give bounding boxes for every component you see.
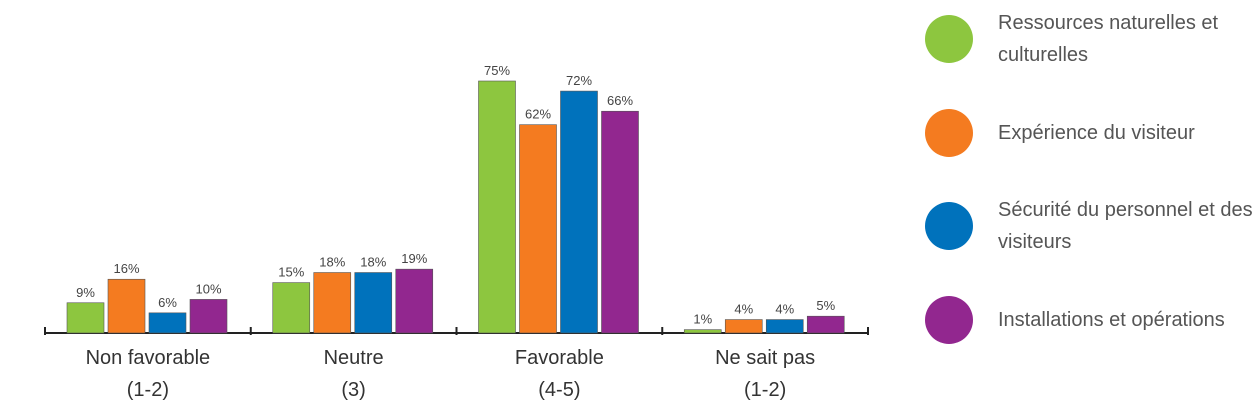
- bar: [272, 282, 311, 334]
- bar: [683, 329, 722, 334]
- bar: [313, 272, 352, 334]
- value-label: 18%: [360, 255, 386, 270]
- legend-label: Ressources naturelles et culturelles: [998, 12, 1219, 66]
- legend-label: Installations et opérations: [998, 308, 1225, 331]
- value-label: 62%: [525, 107, 551, 122]
- x-tick-label: (1-2): [744, 379, 786, 401]
- legend-item: Installations et opérations: [925, 285, 1253, 355]
- legend-item: Ressources naturelles et culturelles: [925, 4, 1253, 74]
- legend-item: Expérience du visiteur: [925, 98, 1253, 168]
- bar: [601, 110, 639, 334]
- legend-swatch: [925, 202, 973, 250]
- bar: [806, 315, 845, 334]
- plot: Non favorable (1-2) Neutre (3) Favorable (4-5…: [44, 63, 869, 401]
- value-label: 15%: [278, 265, 304, 280]
- x-tick-label: (1-2): [127, 379, 169, 401]
- legend-swatch: [925, 108, 973, 157]
- value-label: 75%: [484, 63, 510, 78]
- value-label: 1%: [693, 312, 712, 327]
- value-label: 72%: [566, 73, 592, 88]
- bar: [395, 268, 434, 334]
- x-tick-label: Non favorable: [86, 347, 211, 369]
- bar: [519, 124, 557, 334]
- value-label: 9%: [76, 285, 95, 300]
- bar: [66, 302, 105, 334]
- value-label: 5%: [816, 298, 835, 313]
- value-label: 10%: [195, 281, 221, 296]
- bar: [354, 272, 393, 334]
- bar: [724, 319, 763, 334]
- bar: [107, 278, 146, 334]
- legend-label: Expérience du visiteur: [998, 121, 1195, 144]
- value-label: 16%: [113, 261, 139, 276]
- legend-swatch: [925, 15, 973, 63]
- bar: [478, 80, 516, 334]
- x-tick-label: Ne sait pas: [715, 347, 815, 369]
- value-label: 19%: [401, 251, 427, 266]
- legend-item: Sécurité du personnel et des visiteurs: [925, 191, 1253, 261]
- bar: [148, 312, 187, 334]
- legend-swatch: [925, 295, 973, 344]
- value-label: 4%: [775, 302, 794, 317]
- legend-label: Sécurité du personnel et des visiteurs: [998, 199, 1253, 253]
- x-tick-label: Neutre: [324, 347, 384, 369]
- value-label: 6%: [158, 295, 177, 310]
- bar: [765, 319, 804, 334]
- bar: [189, 299, 228, 334]
- value-label: 4%: [734, 302, 753, 317]
- x-tick-label: (4-5): [538, 379, 580, 401]
- value-label: 18%: [319, 255, 345, 270]
- x-tick-label: (3): [341, 379, 365, 401]
- value-label: 66%: [607, 93, 633, 108]
- bar: [560, 90, 598, 334]
- x-tick-label: Favorable: [515, 347, 604, 369]
